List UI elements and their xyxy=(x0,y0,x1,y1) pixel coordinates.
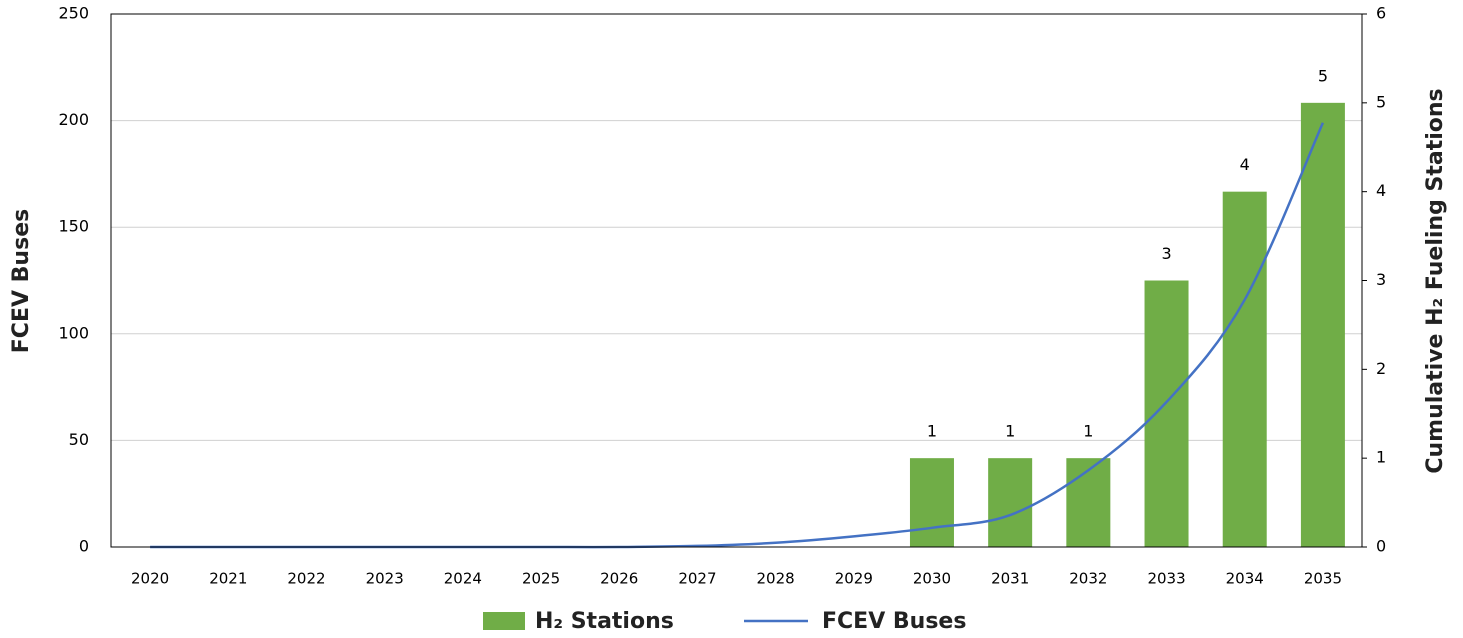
x-tick-label: 2025 xyxy=(522,570,560,588)
y-tick-label: 200 xyxy=(58,110,89,129)
y2-tick-label: 5 xyxy=(1376,92,1386,111)
bar xyxy=(1222,191,1267,547)
x-tick-label: 2027 xyxy=(678,570,716,588)
data-label: 1 xyxy=(927,422,937,441)
legend-label: H₂ Stations xyxy=(535,609,674,634)
y2-tick-label: 6 xyxy=(1376,4,1386,23)
bar xyxy=(1144,280,1189,547)
x-tick-label: 2031 xyxy=(991,570,1029,588)
bar xyxy=(988,458,1033,547)
y2-tick-label: 0 xyxy=(1376,537,1386,556)
x-tick-label: 2024 xyxy=(444,570,482,588)
x-tick-label: 2023 xyxy=(366,570,404,588)
x-tick-label: 2035 xyxy=(1304,570,1342,588)
plot-frame xyxy=(110,13,1363,548)
legend-swatch xyxy=(483,612,525,630)
y2-tick-label: 1 xyxy=(1376,448,1386,467)
y-tick-label: 150 xyxy=(58,217,89,236)
y-tick-label: 50 xyxy=(69,430,89,449)
data-label: 3 xyxy=(1161,244,1171,263)
data-label: 1 xyxy=(1005,422,1015,441)
y2-tick-label: 4 xyxy=(1376,181,1386,200)
data-label: 5 xyxy=(1318,66,1328,85)
y-tick-label: 0 xyxy=(79,537,89,556)
x-tick-label: 2028 xyxy=(757,570,795,588)
data-label: 1 xyxy=(1083,422,1093,441)
x-tick-label: 2020 xyxy=(131,570,169,588)
x-tick-label: 2026 xyxy=(600,570,638,588)
x-tick-label: 2030 xyxy=(913,570,951,588)
y2-axis-title: Cumulative H₂ Fueling Stations xyxy=(1423,88,1448,473)
bar xyxy=(1066,458,1111,547)
bar xyxy=(1300,102,1345,547)
x-tick-label: 2032 xyxy=(1069,570,1107,588)
x-tick-label: 2034 xyxy=(1226,570,1264,588)
data-label: 4 xyxy=(1240,155,1250,174)
y2-tick-label: 3 xyxy=(1376,270,1386,289)
y-axis-title: FCEV Buses xyxy=(9,209,34,353)
x-tick-label: 2021 xyxy=(209,570,247,588)
legend-label: FCEV Buses xyxy=(822,609,966,634)
bar xyxy=(909,458,954,547)
x-tick-label: 2033 xyxy=(1147,570,1185,588)
y-tick-label: 100 xyxy=(58,323,89,342)
y2-tick-label: 2 xyxy=(1376,359,1386,378)
x-tick-label: 2022 xyxy=(287,570,325,588)
x-tick-label: 2029 xyxy=(835,570,873,588)
y-tick-label: 250 xyxy=(58,4,89,23)
